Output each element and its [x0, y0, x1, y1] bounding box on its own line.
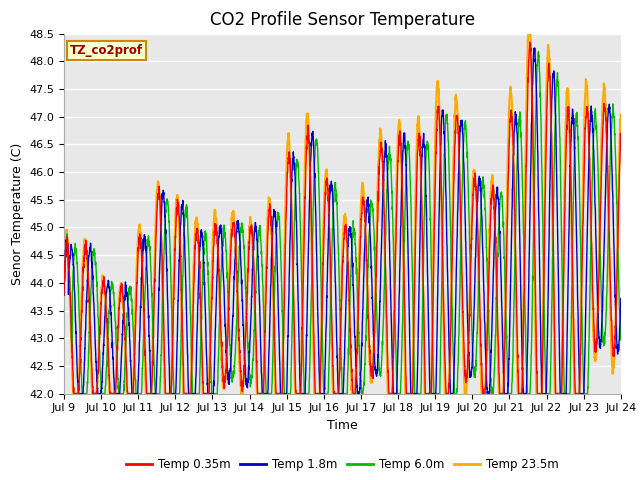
Legend: Temp 0.35m, Temp 1.8m, Temp 6.0m, Temp 23.5m: Temp 0.35m, Temp 1.8m, Temp 6.0m, Temp 2…	[122, 454, 563, 476]
Y-axis label: Senor Temperature (C): Senor Temperature (C)	[11, 143, 24, 285]
Text: TZ_co2prof: TZ_co2prof	[70, 44, 143, 58]
Title: CO2 Profile Sensor Temperature: CO2 Profile Sensor Temperature	[210, 11, 475, 29]
X-axis label: Time: Time	[327, 419, 358, 432]
